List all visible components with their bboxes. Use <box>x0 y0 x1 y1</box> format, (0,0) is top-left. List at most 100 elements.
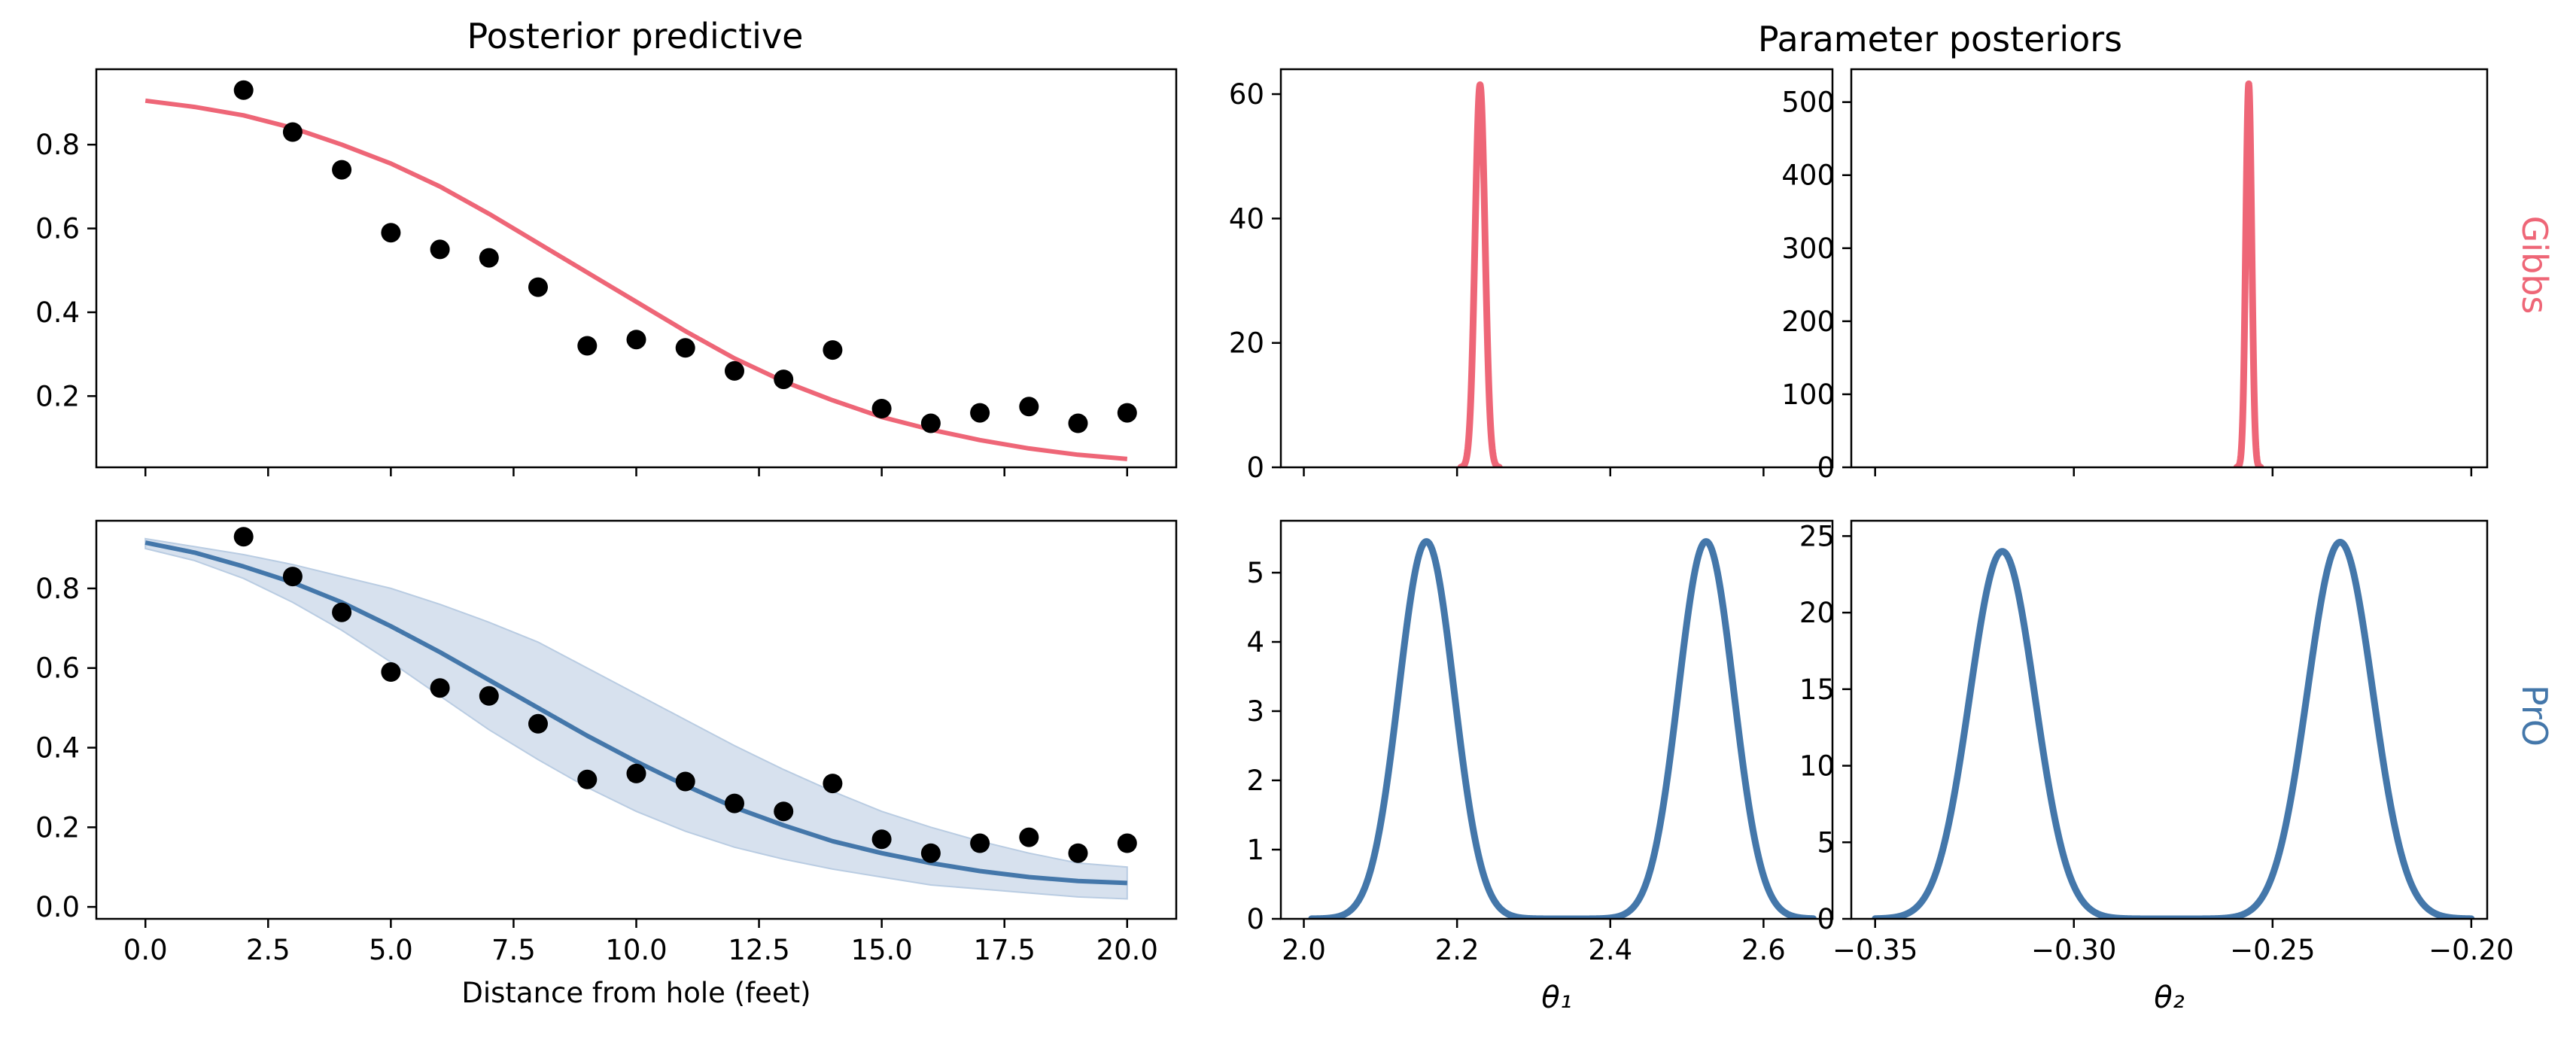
x-tick-label: 2.5 <box>246 934 290 966</box>
y-tick-label: 10 <box>1799 750 1835 783</box>
x-tick-label: −0.20 <box>2428 934 2514 966</box>
data-point <box>1068 413 1088 433</box>
data-point <box>675 338 695 358</box>
pro-theta1-panel: 2.0 2.2 2.4 2.6 0 1 2 3 4 5 θ₁ <box>1246 519 1834 1015</box>
data-point <box>970 403 990 423</box>
plot-area <box>144 80 1137 461</box>
data-point <box>1068 843 1088 863</box>
y-tick-label: 0 <box>1246 452 1264 484</box>
x-tick-label: 2.6 <box>1741 934 1786 966</box>
y-tick-label: 500 <box>1781 87 1835 119</box>
data-point <box>920 843 941 863</box>
y-tick-label: 1 <box>1246 834 1264 866</box>
posterior-mean-line <box>144 98 1128 461</box>
y-tick-label: 20 <box>1799 597 1835 629</box>
pro-theta2-panel: −0.35 −0.30 −0.25 −0.20 0 5 10 15 20 25 θ₂ <box>1799 519 2514 1015</box>
gibbs-predictive-panel: 0.2 0.4 0.6 0.8 <box>35 68 1178 476</box>
y-tick-label: 5 <box>1246 557 1264 589</box>
density-curve <box>1457 81 1503 467</box>
right-column-title: Parameter posteriors <box>1758 19 2122 59</box>
y-tick-label: 4 <box>1246 626 1264 658</box>
y-tick-label: 0.2 <box>35 811 80 844</box>
y-tick-label: 0.4 <box>35 296 80 329</box>
y-tick-label: 15 <box>1799 674 1835 706</box>
data-point <box>528 277 548 297</box>
axes-frame <box>1850 519 2489 920</box>
x-axis-label: Distance from hole (feet) <box>461 977 811 1009</box>
data-point <box>920 413 941 433</box>
plot-area <box>144 527 1137 900</box>
density-curve <box>2233 80 2264 467</box>
x-tick-label: 15.0 <box>850 934 912 966</box>
data-point <box>1117 403 1137 423</box>
x-tick-label: 10.0 <box>605 934 667 966</box>
y-tick-label: 40 <box>1229 202 1264 235</box>
y-tick-label: 200 <box>1781 306 1835 338</box>
data-point <box>1117 833 1137 853</box>
data-point <box>430 678 450 698</box>
data-point <box>871 829 892 850</box>
x-axis-label: θ₂ <box>2154 981 2185 1015</box>
x-tick-label: 12.5 <box>728 934 789 966</box>
posterior-mean-line <box>144 540 1127 886</box>
data-point <box>626 763 646 783</box>
data-point <box>332 602 352 622</box>
y-tick-label: 400 <box>1781 160 1835 192</box>
data-point <box>233 80 254 100</box>
row-label-pro: PrO <box>2514 685 2555 747</box>
y-tick-label: 5 <box>1817 826 1835 859</box>
plot-area <box>1872 538 2475 919</box>
data-point <box>1019 397 1039 417</box>
axes-frame <box>1279 68 1834 469</box>
data-point <box>626 330 646 350</box>
data-point <box>479 248 499 268</box>
x-tick-label: 5.0 <box>369 934 413 966</box>
x-tick-label: 17.5 <box>974 934 1036 966</box>
x-axis-label: θ₁ <box>1541 981 1572 1015</box>
plot-area <box>1457 81 1503 467</box>
y-tick-label: 0.6 <box>35 652 80 685</box>
y-tick-label: 0 <box>1817 903 1835 935</box>
y-tick-label: 3 <box>1246 695 1264 728</box>
data-point <box>823 774 843 794</box>
y-tick-label: 0.8 <box>35 129 80 161</box>
y-tick-label: 60 <box>1229 78 1264 111</box>
y-tick-label: 300 <box>1781 233 1835 265</box>
density-curve <box>1872 538 2475 919</box>
y-tick-label: 0.2 <box>35 380 80 412</box>
axes-frame <box>1850 68 2489 469</box>
y-tick-label: 0 <box>1246 903 1264 935</box>
x-tick-label: −0.25 <box>2230 934 2315 966</box>
y-tick-label: 25 <box>1799 520 1835 552</box>
density-curve <box>1308 538 1817 919</box>
data-point <box>823 340 843 360</box>
x-tick-label: −0.35 <box>1832 934 1918 966</box>
left-column-title: Posterior predictive <box>467 16 804 56</box>
data-point <box>381 662 401 682</box>
plot-area <box>1308 538 1817 919</box>
data-point <box>970 833 990 853</box>
data-point <box>233 527 254 547</box>
y-tick-label: 20 <box>1229 327 1264 360</box>
x-tick-label: 2.2 <box>1435 934 1480 966</box>
data-point <box>871 399 892 418</box>
gibbs-theta1-panel: 0 20 40 60 <box>1229 68 1834 484</box>
data-point <box>675 771 695 792</box>
x-tick-label: 20.0 <box>1096 934 1158 966</box>
x-tick-label: −0.30 <box>2031 934 2116 966</box>
data-point <box>479 686 499 706</box>
data-point <box>774 801 794 822</box>
y-tick-label: 0.4 <box>35 732 80 765</box>
y-tick-label: 0 <box>1817 452 1835 484</box>
axes-frame <box>1279 519 1834 920</box>
y-tick-label: 0.0 <box>35 891 80 923</box>
x-tick-label: 0.0 <box>123 934 168 966</box>
data-point <box>774 369 794 390</box>
data-point <box>725 360 744 381</box>
row-label-gibbs: Gibbs <box>2514 216 2555 315</box>
data-point <box>528 713 548 734</box>
data-point <box>430 239 450 260</box>
plot-area <box>2233 80 2264 467</box>
data-point <box>282 122 303 142</box>
